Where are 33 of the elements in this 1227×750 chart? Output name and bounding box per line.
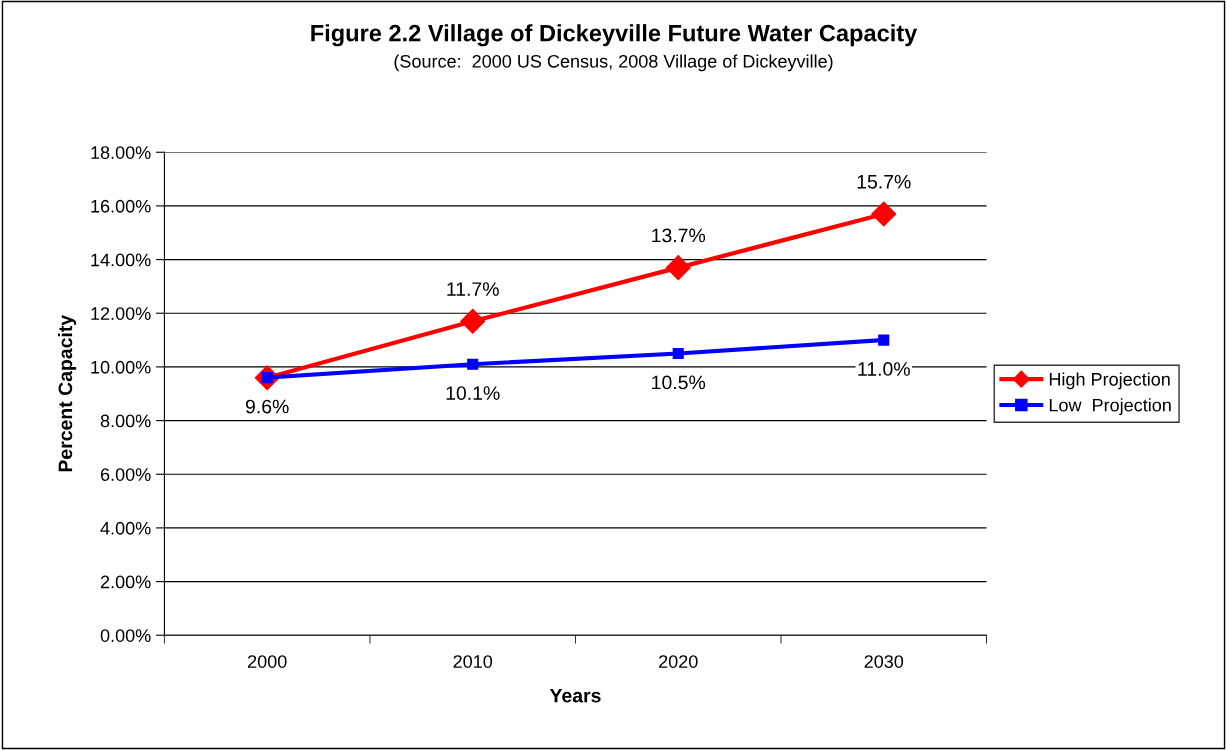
point <box>672 347 684 360</box>
point <box>467 358 479 370</box>
point <box>460 308 486 334</box>
data-label: 11.0% <box>858 362 910 376</box>
point <box>878 334 890 346</box>
x-tick-label: 2000 <box>248 655 287 668</box>
legend-label: Low Projection <box>1049 398 1171 416</box>
data-label: 11.7% <box>447 282 499 296</box>
y-tick-label: 6.00% <box>100 468 151 481</box>
y-tick-label: 10.00% <box>91 360 151 374</box>
data-label: 10.5% <box>652 375 706 390</box>
x-tick-label: 2030 <box>864 655 904 668</box>
y-tick-label: 18.00% <box>91 146 151 159</box>
chart-title: Figure 2.2 Village of Dickeyville Future Water Capacity <box>311 24 918 47</box>
y-tick-label: 16.00% <box>91 199 151 213</box>
y-axis-title: Percent Capacity <box>57 314 77 472</box>
legend-label: High Projection <box>1049 372 1170 390</box>
data-label: 9.6% <box>245 399 289 414</box>
point <box>665 255 691 281</box>
x-tick-label: 2020 <box>659 655 698 668</box>
y-tick-label: 2.00% <box>100 575 151 589</box>
x-axis-title: Years <box>549 688 601 703</box>
point <box>871 201 897 227</box>
data-label: 15.7% <box>857 174 911 189</box>
chart-subtitle: (Source: 2000 US Census, 2008 Village of Dickeyville) <box>394 54 833 72</box>
y-tick-label: 4.00% <box>100 521 151 535</box>
data-label: 13.7% <box>652 228 706 243</box>
data-label: 10.1% <box>446 386 500 401</box>
x-tick-label: 2010 <box>453 655 493 668</box>
y-tick-label: 8.00% <box>100 414 151 428</box>
y-tick-label: 12.00% <box>91 307 151 320</box>
y-tick-label: 14.00% <box>91 253 151 267</box>
y-tick-label: 0.00% <box>100 629 151 642</box>
